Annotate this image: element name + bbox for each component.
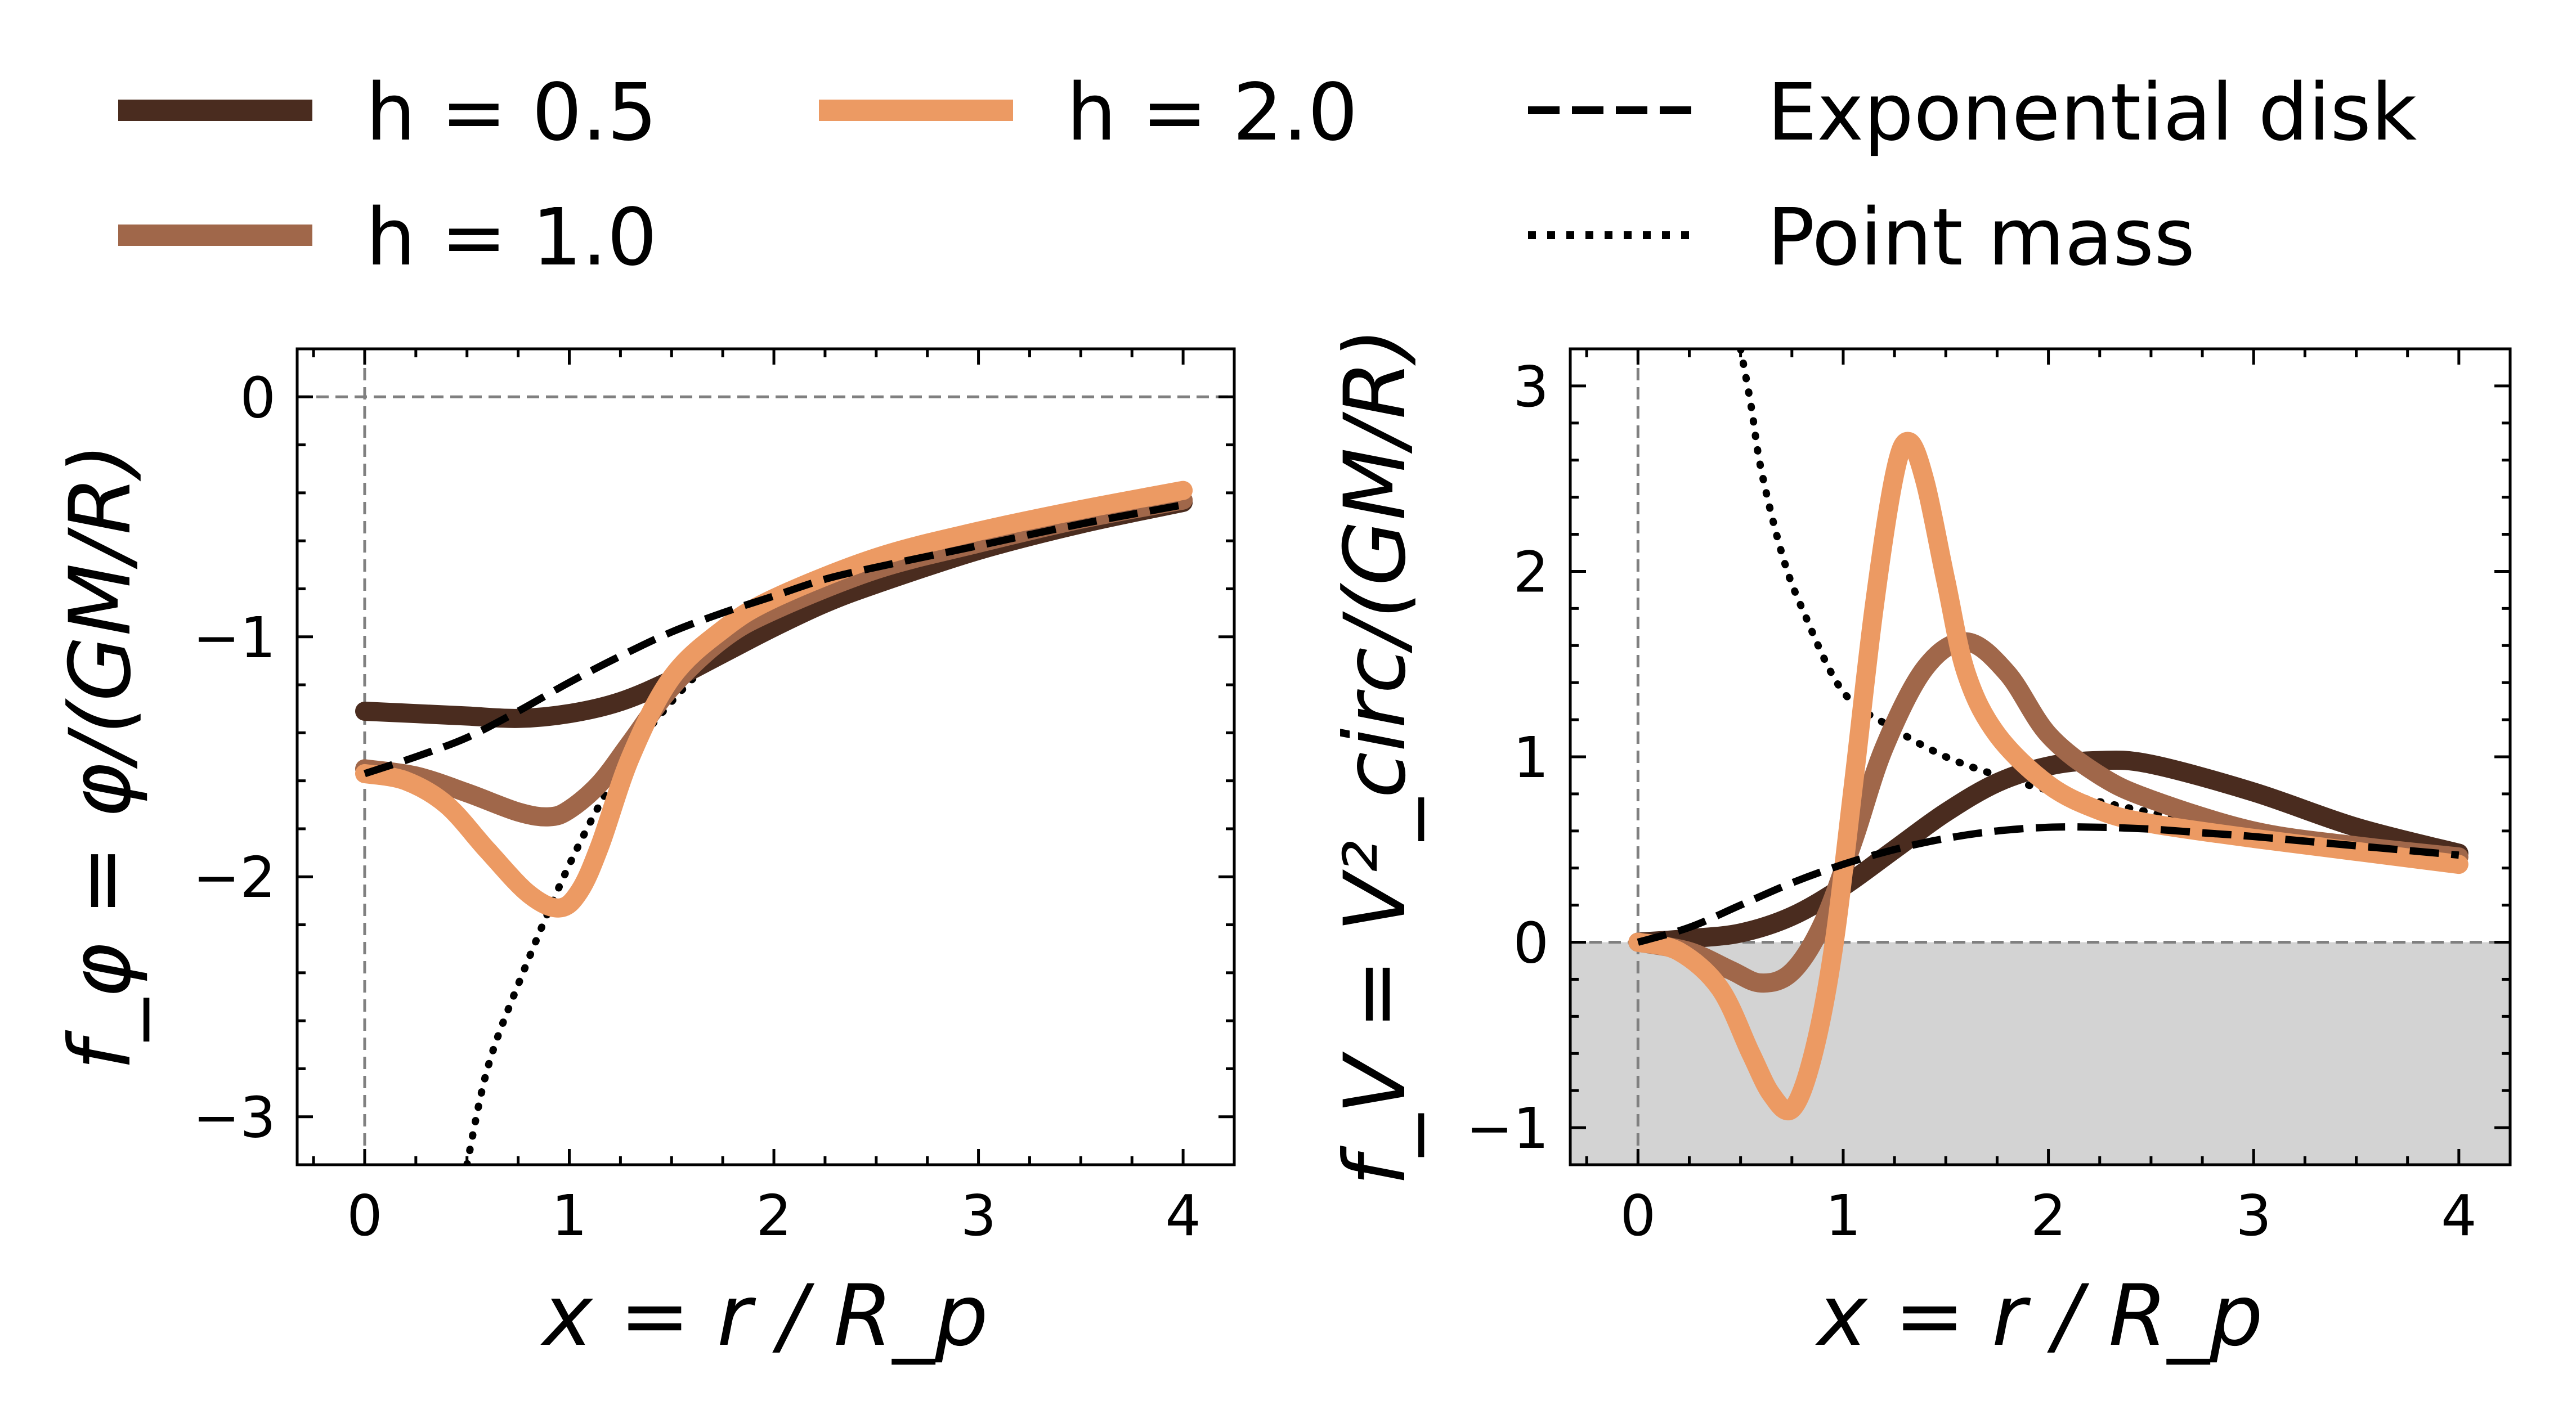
right-series-group bbox=[1570, 349, 2510, 1165]
right-xlabel: x = r / R_p bbox=[1815, 1267, 2263, 1365]
y-tick-label: −3 bbox=[193, 1085, 276, 1151]
y-tick-label: −1 bbox=[1466, 1096, 1549, 1161]
series-line-h10 bbox=[355, 490, 1193, 827]
x-tick-label: 0 bbox=[1620, 1183, 1656, 1249]
y-tick-label: −2 bbox=[193, 845, 276, 910]
x-tick-label: 4 bbox=[1165, 1183, 1201, 1249]
x-tick-label: 2 bbox=[2031, 1183, 2067, 1249]
series-line-exp bbox=[363, 501, 1184, 778]
series-line-h10 bbox=[1628, 632, 2469, 993]
right-ticks: 0 1 2 3 4 3 2 1 0 −1 bbox=[1466, 347, 2512, 1249]
panel-right: 0 1 2 3 4 3 2 1 0 −1 x = r / R_p f_V = V²_circ/(G… bbox=[1327, 327, 2512, 1365]
y-tick-label: 1 bbox=[1513, 725, 1549, 791]
panel-left: 0 1 2 3 4 0 −1 −2 −3 x = r / R_p f_φ = φ/(GM/R) bbox=[52, 347, 1236, 1365]
series-line-h20 bbox=[355, 481, 1193, 918]
right-negative-region-shade bbox=[1570, 942, 2510, 1165]
left-series-group bbox=[297, 349, 1234, 1165]
series-line-h20 bbox=[1628, 432, 2469, 1120]
series-line-exp bbox=[1637, 823, 2459, 946]
x-tick-label: 2 bbox=[756, 1183, 792, 1249]
x-tick-label: 4 bbox=[2441, 1183, 2477, 1249]
legend-label-h05: h = 0.5 bbox=[366, 67, 657, 159]
x-tick-label: 1 bbox=[1825, 1183, 1861, 1249]
legend: h = 0.5 h = 1.0 h = 2.0 Exponential disk… bbox=[118, 67, 2417, 284]
legend-label-h10: h = 1.0 bbox=[366, 192, 657, 284]
x-tick-label: 3 bbox=[961, 1183, 997, 1249]
y-tick-label: 2 bbox=[1513, 539, 1549, 605]
x-tick-label: 0 bbox=[347, 1183, 383, 1249]
x-tick-label: 1 bbox=[552, 1183, 588, 1249]
right-ylabel: f_V = V²_circ/(GM/R) bbox=[1327, 327, 1424, 1186]
left-xlabel: x = r / R_p bbox=[540, 1267, 988, 1365]
legend-label-exp: Exponential disk bbox=[1767, 67, 2417, 159]
series-line-h05 bbox=[1628, 750, 2469, 952]
y-tick-label: 0 bbox=[1513, 910, 1549, 976]
x-tick-label: 3 bbox=[2235, 1183, 2272, 1249]
left-ylabel: f_φ = φ/(GM/R) bbox=[52, 443, 150, 1071]
y-tick-label: 0 bbox=[240, 365, 276, 430]
y-tick-label: −1 bbox=[193, 605, 276, 671]
left-axes-frame bbox=[295, 347, 1236, 1166]
y-tick-label: 3 bbox=[1513, 354, 1549, 420]
left-ticks: 0 1 2 3 4 0 −1 −2 −3 bbox=[193, 347, 1236, 1249]
legend-label-pm: Point mass bbox=[1767, 192, 2195, 284]
legend-label-h20: h = 2.0 bbox=[1067, 67, 1358, 159]
